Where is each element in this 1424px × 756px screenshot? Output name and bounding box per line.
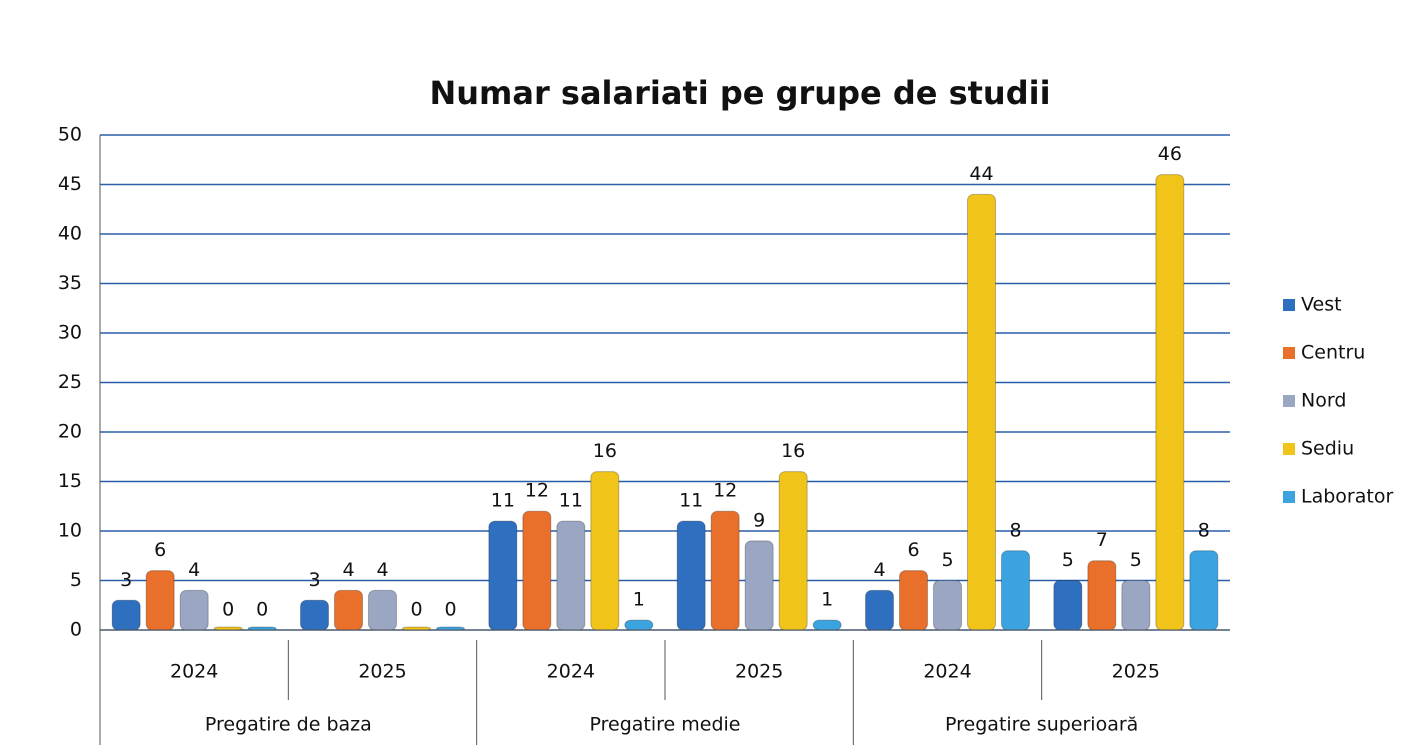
bar — [179, 589, 209, 631]
group-label: Pregatire medie — [590, 714, 741, 736]
bar — [488, 520, 518, 631]
legend-swatch — [1283, 347, 1295, 359]
bar — [744, 540, 774, 631]
data-label: 1 — [821, 589, 833, 611]
data-label: 3 — [308, 569, 320, 591]
legend-label: Sediu — [1301, 438, 1354, 460]
y-tick-label: 50 — [58, 124, 82, 146]
bar — [300, 599, 329, 631]
bar — [899, 570, 928, 631]
data-label: 46 — [1158, 143, 1182, 165]
bar — [1189, 550, 1219, 631]
y-tick-label: 20 — [58, 421, 82, 443]
bar — [111, 599, 141, 631]
data-label: 5 — [941, 549, 953, 571]
data-label: 12 — [525, 480, 549, 502]
data-label: 11 — [491, 490, 515, 512]
bar — [590, 471, 620, 631]
data-label: 8 — [1009, 519, 1021, 541]
x-tick-label: 2025 — [358, 661, 406, 683]
bar — [812, 619, 842, 631]
data-label: 16 — [593, 440, 617, 462]
y-tick-label: 30 — [58, 322, 82, 344]
x-tick-label: 2024 — [547, 661, 595, 683]
x-tick-label: 2025 — [1112, 661, 1160, 683]
group-label: Pregatire de baza — [205, 714, 372, 736]
data-label: 1 — [633, 589, 645, 611]
data-label: 6 — [154, 539, 166, 561]
bar — [368, 589, 397, 631]
legend-label: Nord — [1301, 390, 1346, 412]
data-label: 44 — [969, 163, 993, 185]
bar — [967, 193, 996, 631]
data-label: 0 — [444, 599, 456, 621]
data-label: 4 — [873, 559, 885, 581]
bar — [522, 510, 552, 631]
bar — [778, 471, 808, 631]
bar — [865, 589, 894, 631]
bar — [710, 510, 740, 631]
y-tick-label: 0 — [70, 619, 82, 641]
group-label: Pregatire superioară — [945, 714, 1138, 736]
y-tick-label: 5 — [70, 569, 82, 591]
data-label: 11 — [559, 490, 583, 512]
data-label: 16 — [781, 440, 805, 462]
data-label: 3 — [120, 569, 132, 591]
data-label: 0 — [410, 599, 422, 621]
legend-label: Vest — [1301, 294, 1342, 316]
data-label: 5 — [1130, 549, 1142, 571]
bar — [624, 619, 654, 631]
bar — [145, 570, 175, 631]
x-tick-label: 2024 — [923, 661, 971, 683]
y-tick-label: 25 — [58, 371, 82, 393]
data-label: 0 — [256, 599, 268, 621]
bar — [933, 580, 962, 631]
data-label: 4 — [342, 559, 354, 581]
y-tick-label: 10 — [58, 520, 82, 542]
data-label: 0 — [222, 599, 234, 621]
data-label: 12 — [713, 480, 737, 502]
legend-swatch — [1283, 395, 1295, 407]
data-label: 6 — [907, 539, 919, 561]
data-label: 11 — [679, 490, 703, 512]
legend-label: Laborator — [1301, 486, 1393, 508]
bar — [1053, 580, 1083, 631]
bar — [1121, 580, 1151, 631]
y-tick-label: 40 — [58, 223, 82, 245]
bar — [1001, 550, 1030, 631]
y-tick-label: 45 — [58, 173, 82, 195]
chart-title: Numar salariati pe grupe de studii — [429, 74, 1050, 112]
data-label: 5 — [1062, 549, 1074, 571]
bar — [556, 520, 586, 631]
data-label: 8 — [1198, 519, 1210, 541]
data-label: 7 — [1096, 529, 1108, 551]
bar — [676, 520, 706, 631]
bar — [1155, 174, 1185, 631]
bar — [1087, 560, 1117, 631]
legend-swatch — [1283, 299, 1295, 311]
y-tick-label: 15 — [58, 470, 82, 492]
data-label: 9 — [753, 509, 765, 531]
legend-label: Centru — [1301, 342, 1365, 364]
x-tick-label: 2024 — [170, 661, 218, 683]
x-tick-label: 2025 — [735, 661, 783, 683]
data-label: 4 — [376, 559, 388, 581]
legend-swatch — [1283, 443, 1295, 455]
data-label: 4 — [188, 559, 200, 581]
y-tick-label: 35 — [58, 272, 82, 294]
legend-swatch — [1283, 491, 1295, 503]
bar — [334, 589, 363, 631]
